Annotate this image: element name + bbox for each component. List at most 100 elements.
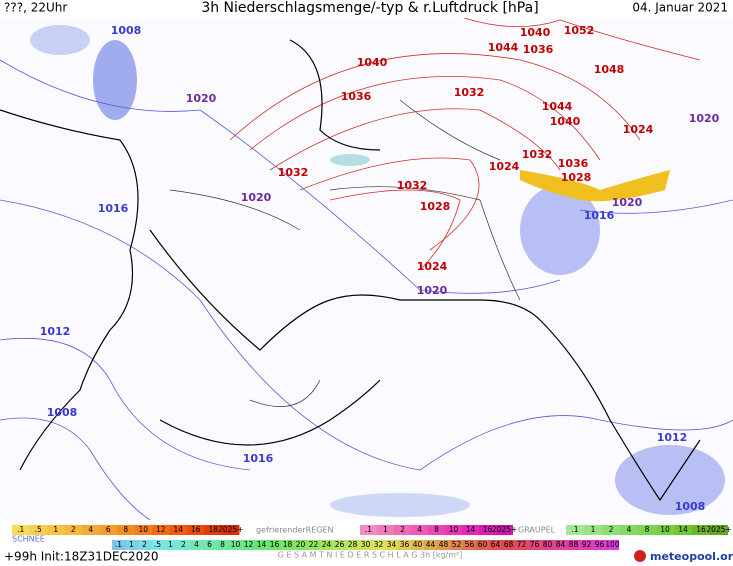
legend-step: 34	[387, 540, 397, 549]
legend-step: 1	[168, 540, 173, 549]
legend-step: 84	[556, 540, 566, 549]
legend-swatch	[187, 525, 205, 535]
isobar-label: 1012	[657, 431, 688, 444]
header-time: ???, 22Uhr	[4, 1, 67, 15]
legend-swatch	[638, 525, 656, 535]
legend-step: 1	[591, 525, 596, 534]
legend-swatch	[294, 540, 307, 550]
isobar-label: 1020	[612, 196, 643, 209]
legend-step: 4	[88, 525, 93, 534]
legend-step: 30	[361, 540, 371, 549]
legend-step: 16	[270, 540, 280, 549]
legend-step: 8	[123, 525, 128, 534]
legend-swatch	[424, 540, 437, 550]
legend-step: 10	[138, 525, 148, 534]
isobar-label: 1016	[243, 452, 274, 465]
legend-swatch	[593, 540, 606, 550]
legend-swatch	[428, 525, 445, 535]
legend-swatch	[64, 525, 82, 535]
isobar-label: 1036	[558, 157, 589, 170]
legend-name: G E S A M T N I E D E R S C H L A G 3h […	[278, 551, 463, 560]
legend-step: 14	[173, 525, 183, 534]
legend-swatch	[359, 540, 372, 550]
legend-step: 4	[417, 525, 422, 534]
legend-swatch	[566, 525, 584, 535]
isobar-label: 1016	[584, 209, 615, 222]
legend-step: 68	[504, 540, 514, 549]
legend-swatch	[29, 525, 47, 535]
legend-step: 2	[400, 525, 405, 534]
legend-step: 10	[231, 540, 241, 549]
legend-swatch	[169, 525, 187, 535]
legend-swatch	[385, 540, 398, 550]
legend-step: 40	[413, 540, 423, 549]
legend-step: 44	[426, 540, 436, 549]
isobar-label: 1044	[542, 100, 573, 113]
legend-swatch	[450, 540, 463, 550]
legend-swatch	[541, 540, 554, 550]
legend-step: 56	[465, 540, 475, 549]
legend-swatch	[152, 525, 170, 535]
legend-swatch	[151, 540, 164, 550]
legend-swatch	[463, 540, 476, 550]
legend-step: 16	[191, 525, 201, 534]
legend-step: 14	[678, 525, 688, 534]
legend-swatch	[307, 540, 320, 550]
legend-swatch	[190, 540, 203, 550]
legend-step: 6	[106, 525, 111, 534]
isobar-label: 1044	[488, 41, 519, 54]
legend-swatch	[502, 540, 515, 550]
legend-step: 48	[439, 540, 449, 549]
legend-step: 12	[156, 525, 166, 534]
isobar-label: 1008	[47, 406, 78, 419]
isobar-label: 1028	[420, 200, 451, 213]
legend-swatch	[222, 525, 240, 535]
precipitation	[30, 25, 725, 517]
legend-step: 8	[434, 525, 439, 534]
legend-swatch	[554, 540, 567, 550]
legend-swatch	[411, 540, 424, 550]
isobar-label: 1040	[520, 26, 551, 39]
legend-step: 72	[517, 540, 527, 549]
legend-swatch	[360, 525, 377, 535]
legend-step: 18	[283, 540, 293, 549]
legend-step: 28	[348, 540, 358, 549]
legend-swatch	[203, 540, 216, 550]
legend-step: 2025+	[218, 525, 243, 534]
legend-swatch	[479, 525, 496, 535]
legend-swatch	[377, 525, 394, 535]
legend-step: 60	[478, 540, 488, 549]
legend-swatch	[12, 525, 30, 535]
legend-step: 16	[483, 525, 493, 534]
legend-swatch	[462, 525, 479, 535]
legend-swatch	[398, 540, 411, 550]
legend-step: 2	[71, 525, 76, 534]
coastlines	[0, 39, 701, 502]
legend-step: 2025+	[492, 525, 517, 534]
legend-step: 8	[645, 525, 650, 534]
legend-step: 100	[605, 540, 620, 549]
isobar-label: 1020	[241, 191, 272, 204]
isobar-label: 1012	[40, 325, 71, 338]
header-title: 3h Niederschlagsmenge/-typ & r.Luftdruck…	[201, 0, 538, 16]
legend-step: 14	[257, 540, 267, 549]
isobar-label: 1008	[111, 24, 142, 37]
legend-swatch	[476, 540, 489, 550]
legend-swatch	[620, 525, 638, 535]
legend-step: .1	[365, 525, 372, 534]
legend-step: 1	[383, 525, 388, 534]
legend-swatch	[242, 540, 255, 550]
legend-step: .1	[17, 525, 24, 534]
legend-swatch	[99, 525, 117, 535]
isobar-label: 1032	[454, 86, 485, 99]
legend-step: 2025+	[706, 525, 731, 534]
legend-swatch	[489, 540, 502, 550]
isobar-label: 1024	[417, 260, 448, 273]
legend-step: 80	[543, 540, 553, 549]
legend-step: 4	[194, 540, 199, 549]
legend-step: 2	[142, 540, 147, 549]
legend-swatch	[82, 525, 100, 535]
isobar-label: 1020	[689, 112, 720, 125]
